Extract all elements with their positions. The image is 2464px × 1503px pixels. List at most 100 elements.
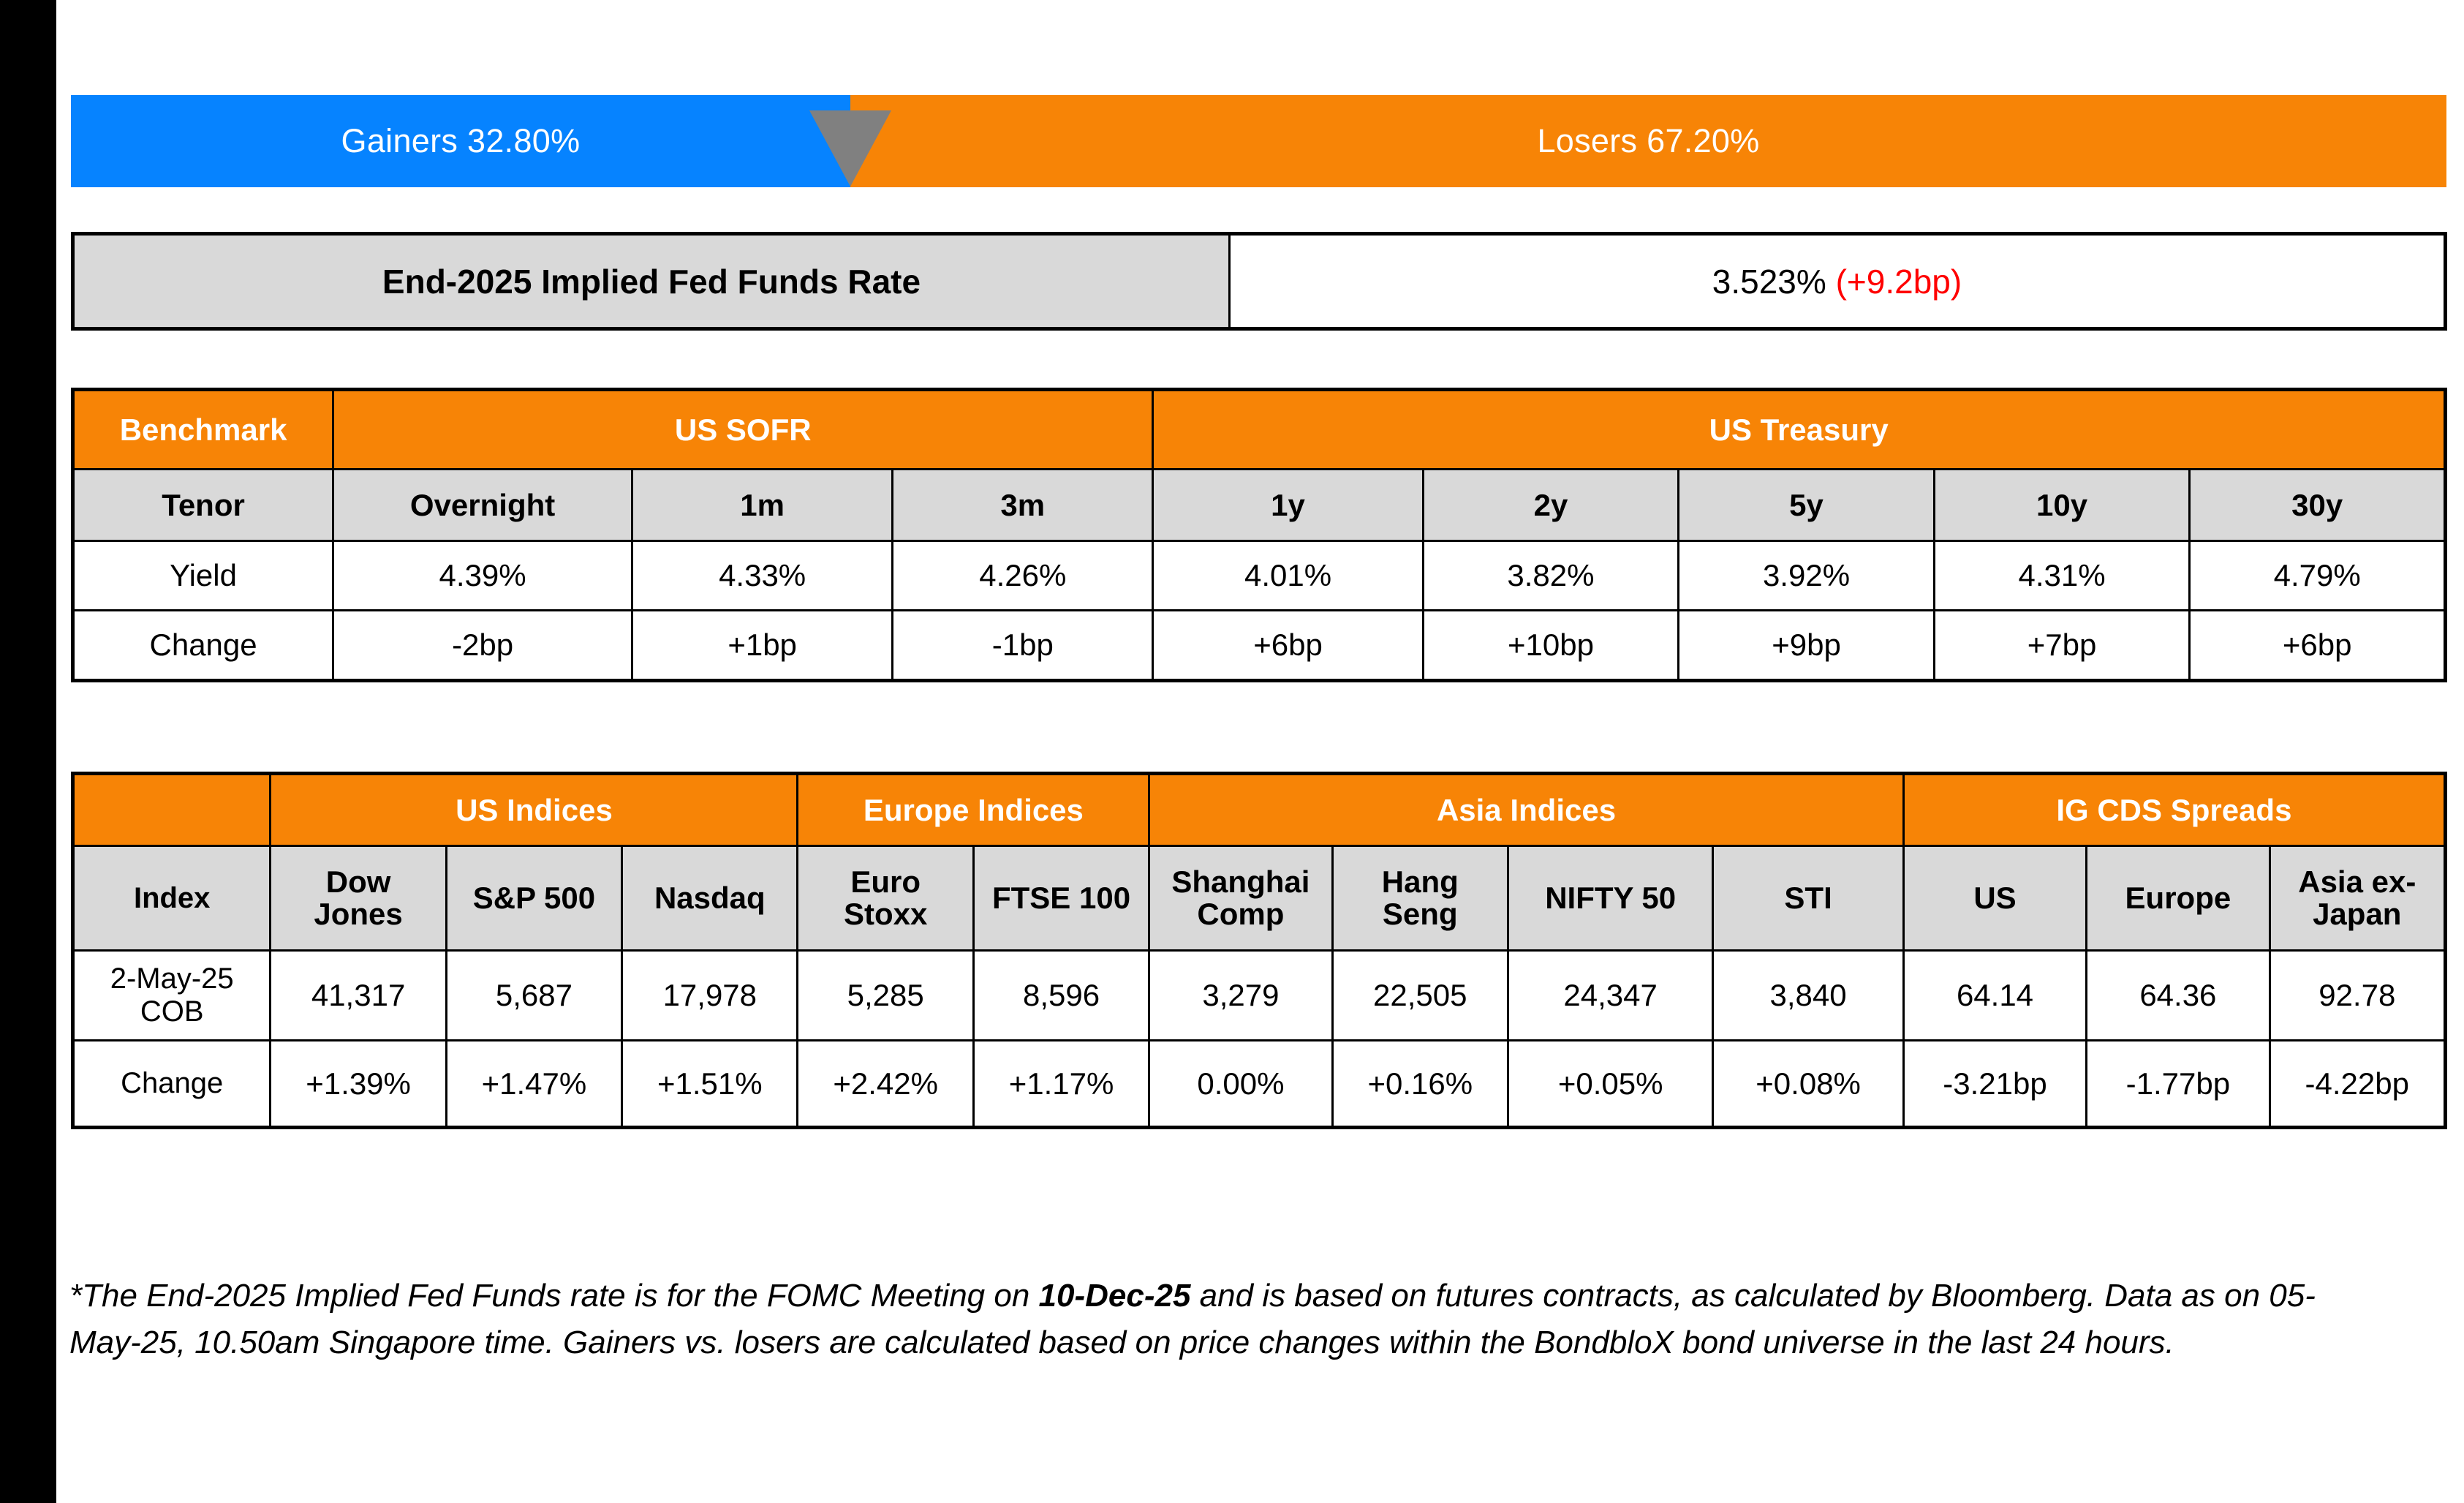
indices-group-header-row: US Indices Europe Indices Asia Indices IG C… bbox=[71, 772, 2447, 847]
benchmark-change-6: +7bp bbox=[1932, 609, 2191, 682]
indices-name-10: Europe bbox=[2085, 845, 2271, 952]
benchmark-change-3: +6bp bbox=[1152, 609, 1424, 682]
indices-cob-2: 17,978 bbox=[621, 949, 799, 1041]
benchmark-yield-4: 3.82% bbox=[1421, 540, 1680, 611]
indices-cob-3: 5,285 bbox=[796, 949, 975, 1041]
indices-cob-7: 24,347 bbox=[1506, 949, 1715, 1041]
indices-name-2: Nasdaq bbox=[621, 845, 799, 952]
indices-cob-4: 8,596 bbox=[972, 949, 1151, 1041]
benchmark-group-header-0: US SOFR bbox=[332, 388, 1154, 470]
indices-name-7: NIFTY 50 bbox=[1506, 845, 1715, 952]
losers-segment: Losers 67.20% bbox=[850, 95, 2446, 187]
indices-name-6: Hang Seng bbox=[1331, 845, 1509, 952]
benchmark-change-row: Change -2bp +1bp -1bp +6bp +10bp +9bp +7bp +6bp bbox=[71, 609, 2446, 682]
indices-name-4: FTSE 100 bbox=[972, 845, 1151, 952]
benchmark-tenor-1: 1m bbox=[631, 468, 894, 542]
indices-name-11: Asia ex- Japan bbox=[2268, 845, 2447, 952]
left-black-gutter bbox=[0, 0, 56, 1503]
indices-change-10: -1.77bp bbox=[2085, 1039, 2271, 1129]
indices-and-cds-table: US Indices Europe Indices Asia Indices IG C… bbox=[71, 772, 2447, 1129]
indices-cob-6: 22,505 bbox=[1331, 949, 1509, 1041]
indices-change-8: +0.08% bbox=[1712, 1039, 1905, 1129]
indices-group-header-1: Europe Indices bbox=[796, 772, 1151, 847]
benchmark-change-7: +6bp bbox=[2188, 609, 2446, 682]
indices-cob-label: 2-May-25 COB bbox=[71, 949, 272, 1041]
fed-funds-rate: 3.523% bbox=[1712, 262, 1826, 301]
benchmark-yield-5: 3.92% bbox=[1677, 540, 1935, 611]
indices-name-row: Index Dow Jones S&P 500 Nasdaq Euro Stoxx FTSE … bbox=[71, 845, 2447, 952]
benchmark-tenor-row: Tenor Overnight 1m 3m 1y 2y 5y 10y 30y bbox=[71, 468, 2446, 542]
indices-change-4: +1.17% bbox=[972, 1039, 1151, 1129]
indices-name-9: US bbox=[1902, 845, 2088, 952]
benchmark-change-2: -1bp bbox=[891, 609, 1154, 682]
benchmark-rates-table: Benchmark US SOFR US Treasury Tenor Overnig… bbox=[71, 388, 2447, 682]
fed-funds-table: End-2025 Implied Fed Funds Rate 3.523% (… bbox=[71, 232, 2447, 331]
indices-index-label: Index bbox=[71, 845, 272, 952]
indices-group-header-0: US Indices bbox=[269, 772, 799, 847]
indices-cob-9: 64.14 bbox=[1902, 949, 2088, 1041]
benchmark-yield-row: Yield 4.39% 4.33% 4.26% 4.01% 3.82% 3.92% 4.31%… bbox=[71, 540, 2446, 611]
footnote: *The End-2025 Implied Fed Funds rate is … bbox=[69, 1273, 2373, 1366]
benchmark-tenor-label: Tenor bbox=[71, 468, 335, 542]
benchmark-change-label: Change bbox=[71, 609, 335, 682]
benchmark-tenor-2: 3m bbox=[891, 468, 1154, 542]
benchmark-change-4: +10bp bbox=[1421, 609, 1680, 682]
gainers-losers-bar: Gainers 32.80% Losers 67.20% bbox=[71, 95, 2446, 187]
indices-name-0: Dow Jones bbox=[269, 845, 447, 952]
indices-change-7: +0.05% bbox=[1506, 1039, 1715, 1129]
sentiment-marker-triangle-icon bbox=[809, 110, 891, 187]
indices-change-3: +2.42% bbox=[796, 1039, 975, 1129]
benchmark-tenor-3: 1y bbox=[1152, 468, 1424, 542]
footnote-part1: *The End-2025 Implied Fed Funds rate is … bbox=[69, 1278, 1039, 1314]
indices-cob-11: 92.78 bbox=[2268, 949, 2447, 1041]
indices-name-1: S&P 500 bbox=[445, 845, 624, 952]
benchmark-change-1: +1bp bbox=[631, 609, 894, 682]
benchmark-group-header-1: US Treasury bbox=[1152, 388, 2446, 470]
benchmark-tenor-7: 30y bbox=[2188, 468, 2446, 542]
indices-cob-8: 3,840 bbox=[1712, 949, 1905, 1041]
indices-change-1: +1.47% bbox=[445, 1039, 624, 1129]
benchmark-change-5: +9bp bbox=[1677, 609, 1935, 682]
indices-change-5: 0.00% bbox=[1148, 1039, 1334, 1129]
indices-change-0: +1.39% bbox=[269, 1039, 447, 1129]
indices-change-11: -4.22bp bbox=[2268, 1039, 2447, 1129]
indices-group-header-2: Asia Indices bbox=[1148, 772, 1905, 847]
gainers-label: Gainers 32.80% bbox=[341, 122, 581, 159]
indices-change-row: Change +1.39% +1.47% +1.51% +2.42% +1.17% 0.00… bbox=[71, 1039, 2447, 1129]
footnote-part2: and is based on futures contracts, as ca… bbox=[69, 1278, 2316, 1360]
benchmark-yield-0: 4.39% bbox=[332, 540, 634, 611]
benchmark-yield-2: 4.26% bbox=[891, 540, 1154, 611]
benchmark-yield-1: 4.33% bbox=[631, 540, 894, 611]
benchmark-change-0: -2bp bbox=[332, 609, 634, 682]
indices-corner-header bbox=[71, 772, 272, 847]
fed-funds-label-cell: End-2025 Implied Fed Funds Rate bbox=[72, 233, 1231, 330]
indices-change-9: -3.21bp bbox=[1902, 1039, 2088, 1129]
indices-change-label: Change bbox=[71, 1039, 272, 1129]
fed-funds-row: End-2025 Implied Fed Funds Rate 3.523% (… bbox=[72, 233, 2446, 330]
benchmark-tenor-0: Overnight bbox=[332, 468, 634, 542]
indices-name-5: Shanghai Comp bbox=[1148, 845, 1334, 952]
benchmark-tenor-6: 10y bbox=[1932, 468, 2191, 542]
benchmark-tenor-5: 5y bbox=[1677, 468, 1935, 542]
gainers-segment: Gainers 32.80% bbox=[71, 95, 850, 187]
footnote-bold-date: 10-Dec-25 bbox=[1038, 1278, 1191, 1314]
indices-change-2: +1.51% bbox=[621, 1039, 799, 1129]
benchmark-yield-7: 4.79% bbox=[2188, 540, 2446, 611]
benchmark-yield-label: Yield bbox=[71, 540, 335, 611]
indices-cob-row: 2-May-25 COB 41,317 5,687 17,978 5,285 8,596 3… bbox=[71, 949, 2447, 1041]
benchmark-group-header-row: Benchmark US SOFR US Treasury bbox=[71, 388, 2446, 470]
indices-group-header-3: IG CDS Spreads bbox=[1902, 772, 2447, 847]
indices-cob-10: 64.36 bbox=[2085, 949, 2271, 1041]
indices-cob-1: 5,687 bbox=[445, 949, 624, 1041]
indices-name-3: Euro Stoxx bbox=[796, 845, 975, 952]
indices-cob-0: 41,317 bbox=[269, 949, 447, 1041]
indices-cob-5: 3,279 bbox=[1148, 949, 1334, 1041]
fed-funds-value-cell: 3.523% (+9.2bp) bbox=[1228, 233, 2446, 330]
benchmark-tenor-4: 2y bbox=[1421, 468, 1680, 542]
benchmark-yield-6: 4.31% bbox=[1932, 540, 2191, 611]
benchmark-yield-3: 4.01% bbox=[1152, 540, 1424, 611]
losers-label: Losers 67.20% bbox=[1537, 122, 1760, 159]
indices-change-6: +0.16% bbox=[1331, 1039, 1509, 1129]
benchmark-corner-header: Benchmark bbox=[71, 388, 335, 470]
fed-funds-change: (+9.2bp) bbox=[1835, 262, 1962, 301]
